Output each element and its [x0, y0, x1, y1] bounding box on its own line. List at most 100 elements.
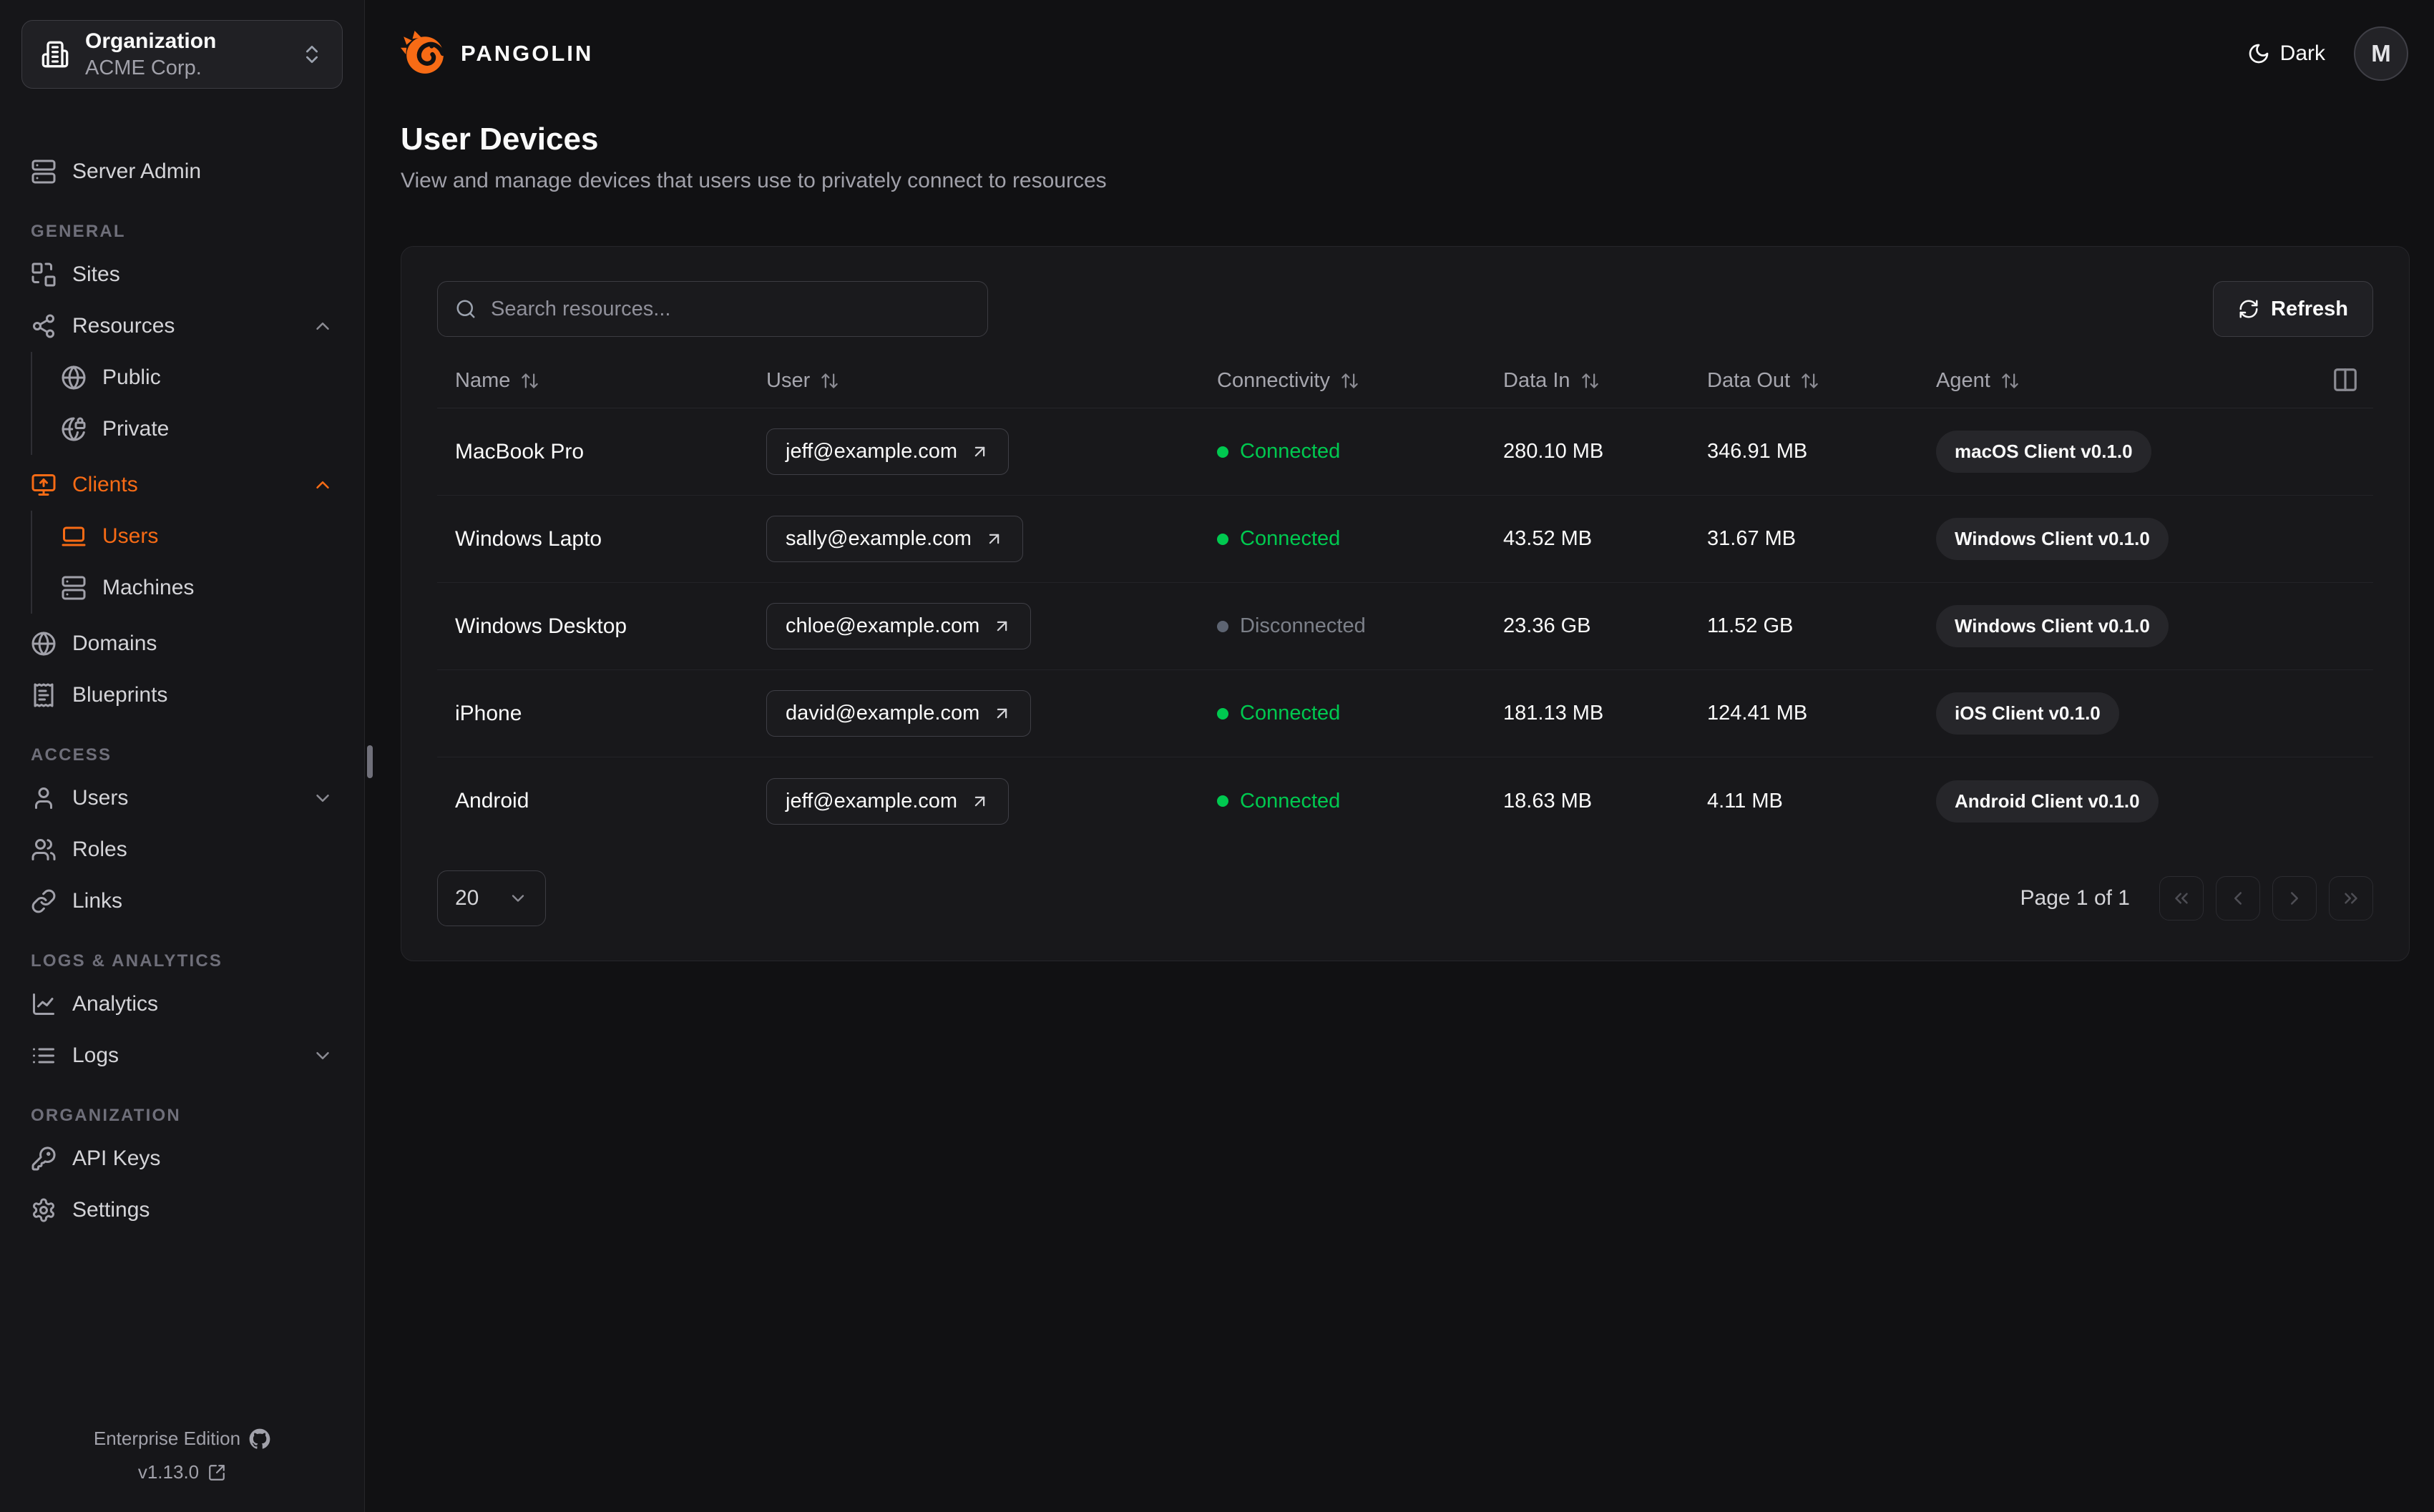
- users-icon: [31, 837, 57, 863]
- sidebar-scrollbar-thumb[interactable]: [367, 745, 373, 778]
- column-header-data-in[interactable]: Data In: [1485, 369, 1689, 393]
- table-row: iPhone david@example.com Connected 181.1…: [437, 670, 2373, 757]
- sidebar-item-roles[interactable]: Roles: [21, 824, 343, 875]
- sidebar-item-access-users[interactable]: Users: [21, 772, 343, 824]
- page-size-select[interactable]: 20: [437, 870, 546, 926]
- link-icon: [31, 888, 57, 914]
- data-in-value: 181.13 MB: [1503, 702, 1604, 725]
- sidebar-item-clients[interactable]: Clients: [21, 459, 343, 511]
- first-page-button[interactable]: [2159, 876, 2204, 921]
- agent-badge: macOS Client v0.1.0: [1936, 431, 2151, 473]
- sidebar-item-machines[interactable]: Machines: [61, 562, 343, 614]
- table-header-row: Name User Connectivity Data In: [437, 354, 2373, 408]
- status-dot: [1217, 620, 1228, 632]
- sidebar-item-resources[interactable]: Resources: [21, 300, 343, 352]
- org-switcher[interactable]: Organization ACME Corp.: [21, 20, 343, 89]
- pagination: Page 1 of 1: [2020, 876, 2373, 921]
- edition-link[interactable]: Enterprise Edition: [21, 1428, 343, 1450]
- sidebar-item-label: Settings: [72, 1198, 150, 1222]
- column-header-user[interactable]: User: [748, 369, 1199, 393]
- data-in-value: 18.63 MB: [1503, 789, 1593, 813]
- arrow-up-right-icon: [984, 529, 1004, 549]
- page-size-value: 20: [455, 886, 479, 910]
- chart-line-icon: [31, 991, 57, 1017]
- section-general: GENERAL: [31, 222, 126, 241]
- refresh-label: Refresh: [2271, 297, 2348, 320]
- connectivity-status: Connected: [1199, 702, 1485, 725]
- table-row: Windows Lapto sally@example.com Connecte…: [437, 496, 2373, 583]
- chevrons-left-icon: [2171, 888, 2192, 909]
- sidebar-item-logs[interactable]: Logs: [21, 1030, 343, 1081]
- sidebar-item-links[interactable]: Links: [21, 875, 343, 927]
- next-page-button[interactable]: [2272, 876, 2317, 921]
- version-link[interactable]: v1.13.0: [21, 1461, 343, 1483]
- sidebar-item-label: Sites: [72, 262, 120, 286]
- sidebar-item-api-keys[interactable]: API Keys: [21, 1133, 343, 1184]
- table-footer: 20 Page 1 of 1: [437, 870, 2373, 926]
- user-link-chip[interactable]: sally@example.com: [766, 516, 1023, 562]
- brand-home-link[interactable]: PANGOLIN: [401, 30, 593, 77]
- sidebar-item-label: API Keys: [72, 1147, 161, 1170]
- agent-badge: iOS Client v0.1.0: [1936, 692, 2119, 735]
- chevron-left-icon: [2227, 888, 2249, 909]
- sidebar-item-label: Machines: [102, 576, 195, 599]
- github-icon: [249, 1428, 270, 1450]
- sort-icon: [2000, 371, 2020, 391]
- globe-icon: [31, 631, 57, 657]
- share-nodes-icon: [31, 313, 57, 339]
- agent-badge: Android Client v0.1.0: [1936, 780, 2159, 823]
- search-input[interactable]: [489, 296, 970, 322]
- column-header-name[interactable]: Name: [437, 369, 748, 393]
- theme-toggle-button[interactable]: Dark: [2247, 41, 2325, 66]
- column-visibility-button[interactable]: [2332, 366, 2359, 396]
- clients-submenu: Users Machines: [31, 511, 343, 614]
- sidebar-item-label: Users: [72, 786, 129, 810]
- arrow-up-right-icon: [992, 704, 1012, 723]
- user-link-chip[interactable]: jeff@example.com: [766, 428, 1010, 475]
- column-header-connectivity[interactable]: Connectivity: [1199, 369, 1485, 393]
- page-subtitle: View and manage devices that users use t…: [401, 169, 1107, 192]
- table-row: MacBook Pro jeff@example.com Connected 2…: [437, 408, 2373, 496]
- status-dot: [1217, 446, 1228, 458]
- list-icon: [31, 1043, 57, 1069]
- sidebar-item-server-admin[interactable]: Server Admin: [21, 146, 343, 197]
- table-toolbar: Refresh: [437, 281, 2373, 337]
- table-row: Android jeff@example.com Connected 18.63…: [437, 757, 2373, 845]
- avatar[interactable]: M: [2354, 26, 2408, 81]
- data-out-value: 4.11 MB: [1707, 789, 1783, 813]
- section-organization: ORGANIZATION: [31, 1106, 181, 1125]
- sidebar-item-label: Domains: [72, 632, 157, 655]
- sidebar: Organization ACME Corp. Server Admin GEN…: [0, 0, 365, 1512]
- sidebar-item-label: Public: [102, 365, 161, 389]
- refresh-button[interactable]: Refresh: [2213, 281, 2373, 337]
- sidebar-item-label: Roles: [72, 838, 127, 861]
- sidebar-item-analytics[interactable]: Analytics: [21, 978, 343, 1030]
- user-link-chip[interactable]: david@example.com: [766, 690, 1032, 737]
- last-page-button[interactable]: [2329, 876, 2373, 921]
- columns-icon: [2332, 366, 2359, 393]
- sort-icon: [1340, 371, 1359, 391]
- sidebar-item-domains[interactable]: Domains: [21, 618, 343, 669]
- column-header-data-out[interactable]: Data Out: [1689, 369, 1918, 393]
- user-link-chip[interactable]: chloe@example.com: [766, 603, 1032, 649]
- previous-page-button[interactable]: [2216, 876, 2260, 921]
- sidebar-item-public[interactable]: Public: [61, 352, 343, 403]
- sidebar-item-settings[interactable]: Settings: [21, 1184, 343, 1236]
- sidebar-item-private[interactable]: Private: [61, 403, 343, 455]
- user-link-chip[interactable]: jeff@example.com: [766, 777, 1010, 825]
- sidebar-item-clients-users[interactable]: Users: [61, 511, 343, 562]
- sidebar-item-blueprints[interactable]: Blueprints: [21, 669, 343, 721]
- sort-icon: [520, 371, 539, 391]
- chevron-up-icon: [312, 474, 333, 496]
- devices-card: Refresh Name User Connectivity: [401, 246, 2410, 961]
- sidebar-item-label: Resources: [72, 314, 175, 338]
- gear-icon: [31, 1197, 57, 1223]
- sidebar-item-sites[interactable]: Sites: [21, 249, 343, 300]
- device-name: MacBook Pro: [455, 439, 585, 463]
- sidebar-item-label: Server Admin: [72, 159, 202, 183]
- column-header-agent[interactable]: Agent: [1918, 369, 2276, 393]
- edition-label: Enterprise Edition: [93, 1428, 241, 1449]
- page-title: User Devices: [401, 122, 599, 157]
- connectivity-status: Disconnected: [1199, 614, 1485, 638]
